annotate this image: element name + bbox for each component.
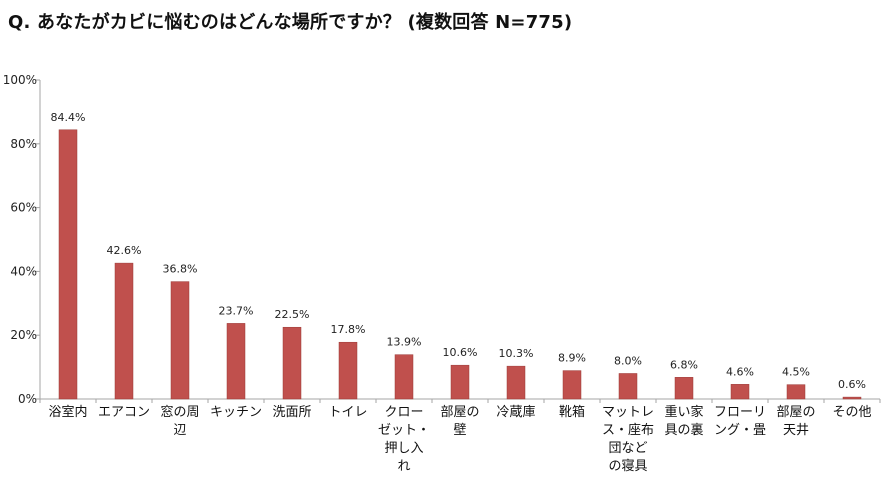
data-label: 84.4% [51, 111, 86, 124]
category-label: その他 [832, 405, 871, 420]
y-tick-label: 0% [18, 392, 37, 406]
category-label: ング・畳 [714, 423, 766, 438]
category-label: 窓の周 [160, 404, 199, 420]
category-label: 押し入 [384, 441, 423, 456]
category-label: クロー [384, 405, 423, 420]
bar [730, 384, 750, 400]
bar [170, 281, 190, 400]
data-label: 23.7% [219, 304, 254, 317]
y-tick-label: 40% [10, 264, 37, 278]
data-label: 6.8% [670, 358, 698, 371]
category-label: 靴箱 [559, 404, 585, 420]
data-label: 36.8% [163, 263, 198, 276]
data-label: 8.0% [614, 354, 642, 367]
y-tick-label: 60% [10, 201, 37, 215]
category-label: の寝具 [608, 458, 647, 474]
category-label: エアコン [98, 405, 150, 420]
bar [786, 384, 806, 400]
bar [338, 341, 358, 400]
data-label: 10.6% [443, 346, 478, 359]
bar [394, 354, 414, 400]
bar [842, 396, 862, 400]
chart-title: Q. あなたがカビに悩むのはどんな場所ですか？ (複数回答 N=775) [8, 12, 573, 33]
data-label: 42.6% [107, 244, 142, 257]
bar [450, 364, 470, 400]
data-label: 8.9% [558, 352, 586, 365]
data-label: 4.6% [726, 365, 754, 378]
category-label: 部屋の [440, 405, 479, 420]
category-label: 具の裏 [664, 423, 703, 438]
category-label: れ [397, 459, 410, 474]
category-label: ゼット・ [378, 423, 430, 438]
category-label: 洗面所 [272, 405, 311, 420]
category-label: キッチン [210, 405, 262, 420]
category-label: ス・座布 [602, 423, 654, 438]
category-label: フローリ [714, 405, 766, 420]
data-label: 0.6% [838, 378, 866, 391]
category-label: 浴室内 [48, 404, 87, 420]
data-label: 17.8% [331, 323, 366, 336]
category-label: 天井 [783, 423, 809, 438]
category-label: マットレ [602, 405, 654, 420]
category-label: 重い家 [664, 404, 703, 420]
data-label: 22.5% [275, 308, 310, 321]
category-label: 部屋の [776, 405, 815, 420]
data-labels: 84.4% 42.6% 36.8% 23.7% 22.5% 17.8% 13.9% 10.6%… [51, 111, 866, 391]
bar [226, 323, 246, 400]
bar [562, 370, 582, 400]
y-tick-label: 80% [10, 137, 37, 151]
bar [114, 262, 134, 400]
bar [506, 365, 526, 400]
bar [618, 373, 638, 400]
y-tick-label: 100% [3, 73, 37, 87]
bar [58, 129, 78, 400]
category-label: トイレ [328, 405, 367, 420]
axes: 0% 20% 40% 60% 80% 100% [3, 73, 881, 406]
category-label: 冷蔵庫 [496, 405, 535, 420]
bar [282, 326, 302, 400]
category-label: 辺 [173, 423, 186, 438]
bar [674, 377, 694, 400]
data-label: 13.9% [387, 336, 422, 349]
data-label: 10.3% [499, 347, 534, 360]
category-label: 壁 [453, 423, 466, 438]
category-label: 団など [608, 441, 647, 456]
data-label: 4.5% [782, 366, 810, 379]
bars [58, 129, 862, 400]
y-tick-label: 20% [10, 328, 37, 342]
